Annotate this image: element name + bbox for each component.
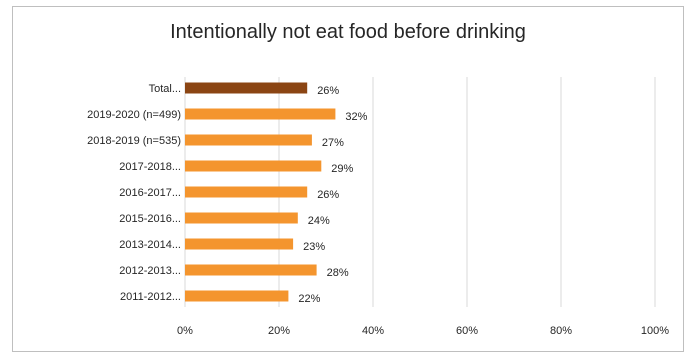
bar xyxy=(185,186,308,198)
data-label: 26% xyxy=(317,189,339,201)
bar xyxy=(185,238,294,250)
x-tick-label: 20% xyxy=(268,325,290,337)
chart-title: Intentionally not eat food before drinki… xyxy=(170,21,526,43)
data-label: 23% xyxy=(303,241,325,253)
data-label: 32% xyxy=(345,111,367,123)
bar xyxy=(185,160,322,172)
x-tick-label: 60% xyxy=(456,325,478,337)
category-label: 2016-2017... xyxy=(119,187,181,199)
bar xyxy=(185,264,317,276)
category-label: 2015-2016... xyxy=(119,213,181,225)
data-label: 27% xyxy=(322,137,344,149)
chart-frame: Intentionally not eat food before drinki… xyxy=(12,6,684,352)
data-label: 29% xyxy=(331,163,353,175)
bar xyxy=(185,290,289,302)
bar xyxy=(185,212,298,224)
bar xyxy=(185,134,312,146)
data-label: 22% xyxy=(298,293,320,305)
category-label: 2018-2019 (n=535) xyxy=(87,135,181,147)
bar xyxy=(185,108,336,120)
category-label: 2013-2014... xyxy=(119,239,181,251)
data-label: 28% xyxy=(327,267,349,279)
bar xyxy=(185,82,308,94)
category-label: 2012-2013... xyxy=(119,265,181,277)
data-label: 24% xyxy=(308,215,330,227)
category-label: 2011-2012... xyxy=(120,291,181,303)
x-tick-label: 0% xyxy=(177,325,193,337)
data-label: 26% xyxy=(317,85,339,97)
x-tick-label: 80% xyxy=(550,325,572,337)
category-label: 2017-2018... xyxy=(119,161,181,173)
bar-chart: 0% 20% 40% 60% 80% 100% Total... 26% 2019-2020 (… xyxy=(87,77,669,337)
x-tick-label: 100% xyxy=(641,325,669,337)
category-label: 2019-2020 (n=499) xyxy=(87,109,181,121)
category-label: Total... xyxy=(149,83,181,95)
x-tick-label: 40% xyxy=(362,325,384,337)
